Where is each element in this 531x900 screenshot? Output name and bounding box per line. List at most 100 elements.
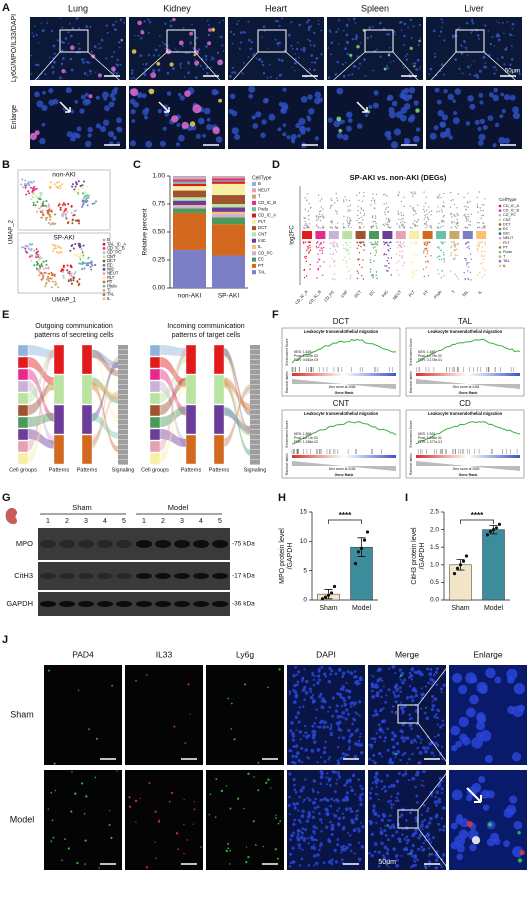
cell-dot [216,51,220,54]
cell-dot [391,665,396,669]
deg-point [479,242,481,244]
cell-dot [373,850,376,853]
cell-dot [329,726,333,729]
cell-dot [318,678,322,682]
flow [28,349,54,451]
deg-point [403,241,405,244]
umap-point [62,264,65,267]
cell-dot [225,785,228,787]
legend-swatch [102,297,106,301]
deg-point [308,251,310,253]
umap-point [82,192,85,195]
cell-dot [211,56,214,59]
umap-point [45,260,48,262]
deg-point [450,226,452,229]
legend-swatch [102,263,106,267]
legend-label: PT [107,279,113,284]
legend-label: DCT [258,225,267,230]
gsea-stat: NES: 1.896 [294,432,311,436]
deg-point [464,278,466,280]
cell-group [17,356,29,369]
gsea-zero-score: Zero score at 3256 [329,467,356,471]
cell-dot [333,799,336,803]
gsea-header: CD [459,399,471,408]
cell-dot [351,38,354,41]
deg-point [315,219,318,222]
cell-dot [85,140,92,148]
cell-dot [422,847,426,851]
cell-dot [152,54,156,57]
cell-dot [349,785,352,788]
cell-dot [111,66,116,72]
deg-point [449,191,452,194]
cell-dot [370,35,373,38]
cell-dot [388,111,396,119]
deg-point [415,243,417,245]
deg-point [321,198,323,200]
deg-point [484,250,486,253]
deg-point [396,253,398,255]
deg-point [374,243,377,245]
cell-dot [313,801,316,805]
deg-point [336,199,339,202]
deg-point [349,220,351,223]
deg-point [423,191,425,193]
deg-point [349,241,351,243]
cluster-strip [395,231,406,239]
cell-dot [342,825,346,829]
umap-point [20,246,23,249]
cell-dot [150,72,157,79]
cell-dot [399,758,402,762]
signaling [118,350,128,355]
cell-dot [293,806,297,810]
deg-point [413,214,415,216]
axis-label: UMAP_1 [52,298,77,304]
cell-dot [437,109,445,117]
row-label: Ly6G/MPO/IL33/DAPI [11,14,18,82]
legend-label: B [107,237,110,242]
umap-point [59,184,62,187]
cell-dot [257,789,260,792]
umap-point [72,183,74,186]
deg-point [363,244,366,247]
legend-label: PLT [258,219,266,224]
cell-dot [328,666,332,670]
cell-dot [407,757,411,761]
panel-label: F [272,309,279,321]
deg-point [436,196,439,198]
deg-point [402,264,404,267]
deg-point [450,199,452,202]
cell-dot [300,830,303,833]
cell-dot [288,690,292,694]
cell-dot [355,65,357,68]
cell-dot [77,42,80,45]
deg-point [426,260,429,262]
cell-dot [84,863,86,865]
cell-dot [428,73,431,76]
deg-point [383,241,385,243]
cell-dot [392,847,397,851]
deg-point [481,246,484,248]
cell-dot [476,75,480,79]
cell-dot [354,793,357,796]
umap-point [51,222,54,225]
cell-dot [118,46,121,49]
cell-dot [294,715,299,719]
bar-segment [212,204,245,208]
cell-dot [291,754,295,758]
deg-point [441,270,443,272]
cell-dot [415,741,418,744]
zoom-line [483,51,523,87]
cell-dot [139,54,143,57]
cell-dot [52,98,59,105]
deg-point [414,192,416,195]
bar-segment [212,255,245,288]
cell-dot [341,711,346,715]
cell-dot [295,744,299,748]
cell-dot [496,58,499,60]
signaling [250,405,260,410]
cell-dot [422,769,426,774]
cell-dot [85,795,88,798]
deg-point [333,241,336,243]
cell-dot [298,730,303,734]
